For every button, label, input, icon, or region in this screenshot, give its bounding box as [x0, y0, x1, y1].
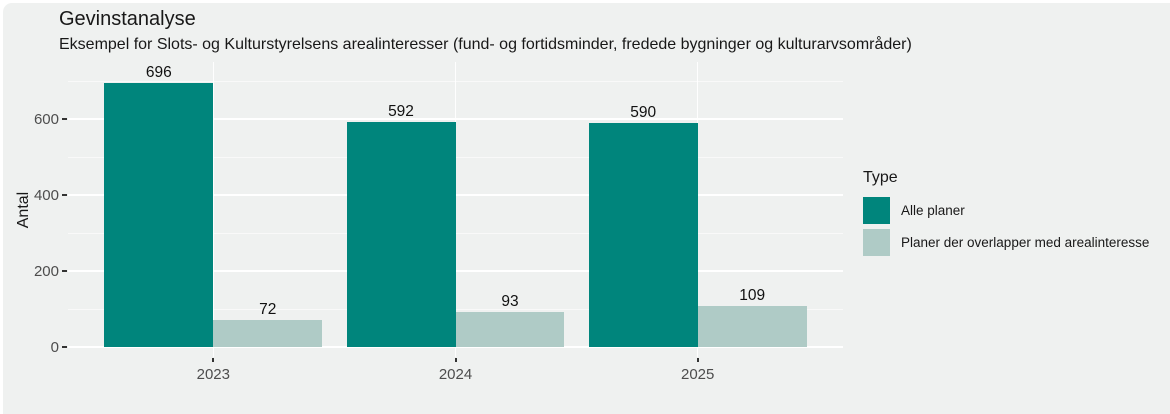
x-tick-mark — [212, 358, 215, 362]
legend-label: Planer der overlapper med arealinteresse — [901, 235, 1150, 250]
bar-alle-planer-2023 — [104, 82, 214, 347]
x-tick-label: 2025 — [681, 366, 715, 383]
y-tick-mark — [62, 346, 67, 348]
bar-alle-planer-2024 — [346, 122, 456, 347]
y-tick-label: 0 — [50, 339, 59, 356]
bar-value-label: 696 — [145, 63, 172, 81]
chart-subtitle: Eksempel for Slots- og Kulturstyrelsens … — [59, 36, 912, 53]
bar-value-label: 590 — [630, 103, 657, 121]
bar-overlap-2024 — [455, 311, 565, 347]
gridline-vertical — [212, 62, 215, 357]
y-tick-label: 600 — [33, 111, 59, 128]
y-tick-label: 200 — [33, 263, 59, 280]
legend-label: Alle planer — [901, 203, 965, 218]
bar-value-label: 72 — [259, 300, 277, 318]
legend-swatch-alle-planer — [863, 197, 890, 224]
bar-overlap-2025 — [697, 305, 807, 347]
legend-title: Type — [863, 169, 898, 186]
x-tick-mark — [696, 358, 699, 362]
y-tick-mark — [62, 270, 67, 272]
bar-overlap-2023 — [213, 319, 323, 347]
y-tick-mark — [62, 194, 67, 196]
legend-swatch-overlap — [863, 229, 890, 256]
plot-panel: 696 72 592 93 590 109 — [68, 62, 843, 357]
bar-value-label: 109 — [739, 286, 766, 304]
y-tick-label: 400 — [33, 187, 59, 204]
gridline-vertical — [454, 62, 457, 357]
legend-item-alle-planer: Alle planer — [863, 197, 1149, 224]
chart-title: Gevinstanalyse — [59, 8, 196, 30]
x-tick-label: 2023 — [196, 366, 230, 383]
x-tick-label: 2024 — [438, 366, 473, 383]
y-tick-mark — [62, 118, 67, 120]
legend: Type Alle planer Planer der overlapper m… — [863, 169, 1149, 261]
bar-value-label: 592 — [388, 103, 414, 121]
bar-value-label: 93 — [501, 292, 519, 310]
gridline-vertical — [696, 62, 699, 357]
legend-item-overlap: Planer der overlapper med arealinteresse — [863, 229, 1149, 256]
bar-alle-planer-2025 — [588, 122, 698, 347]
x-tick-mark — [454, 358, 457, 362]
